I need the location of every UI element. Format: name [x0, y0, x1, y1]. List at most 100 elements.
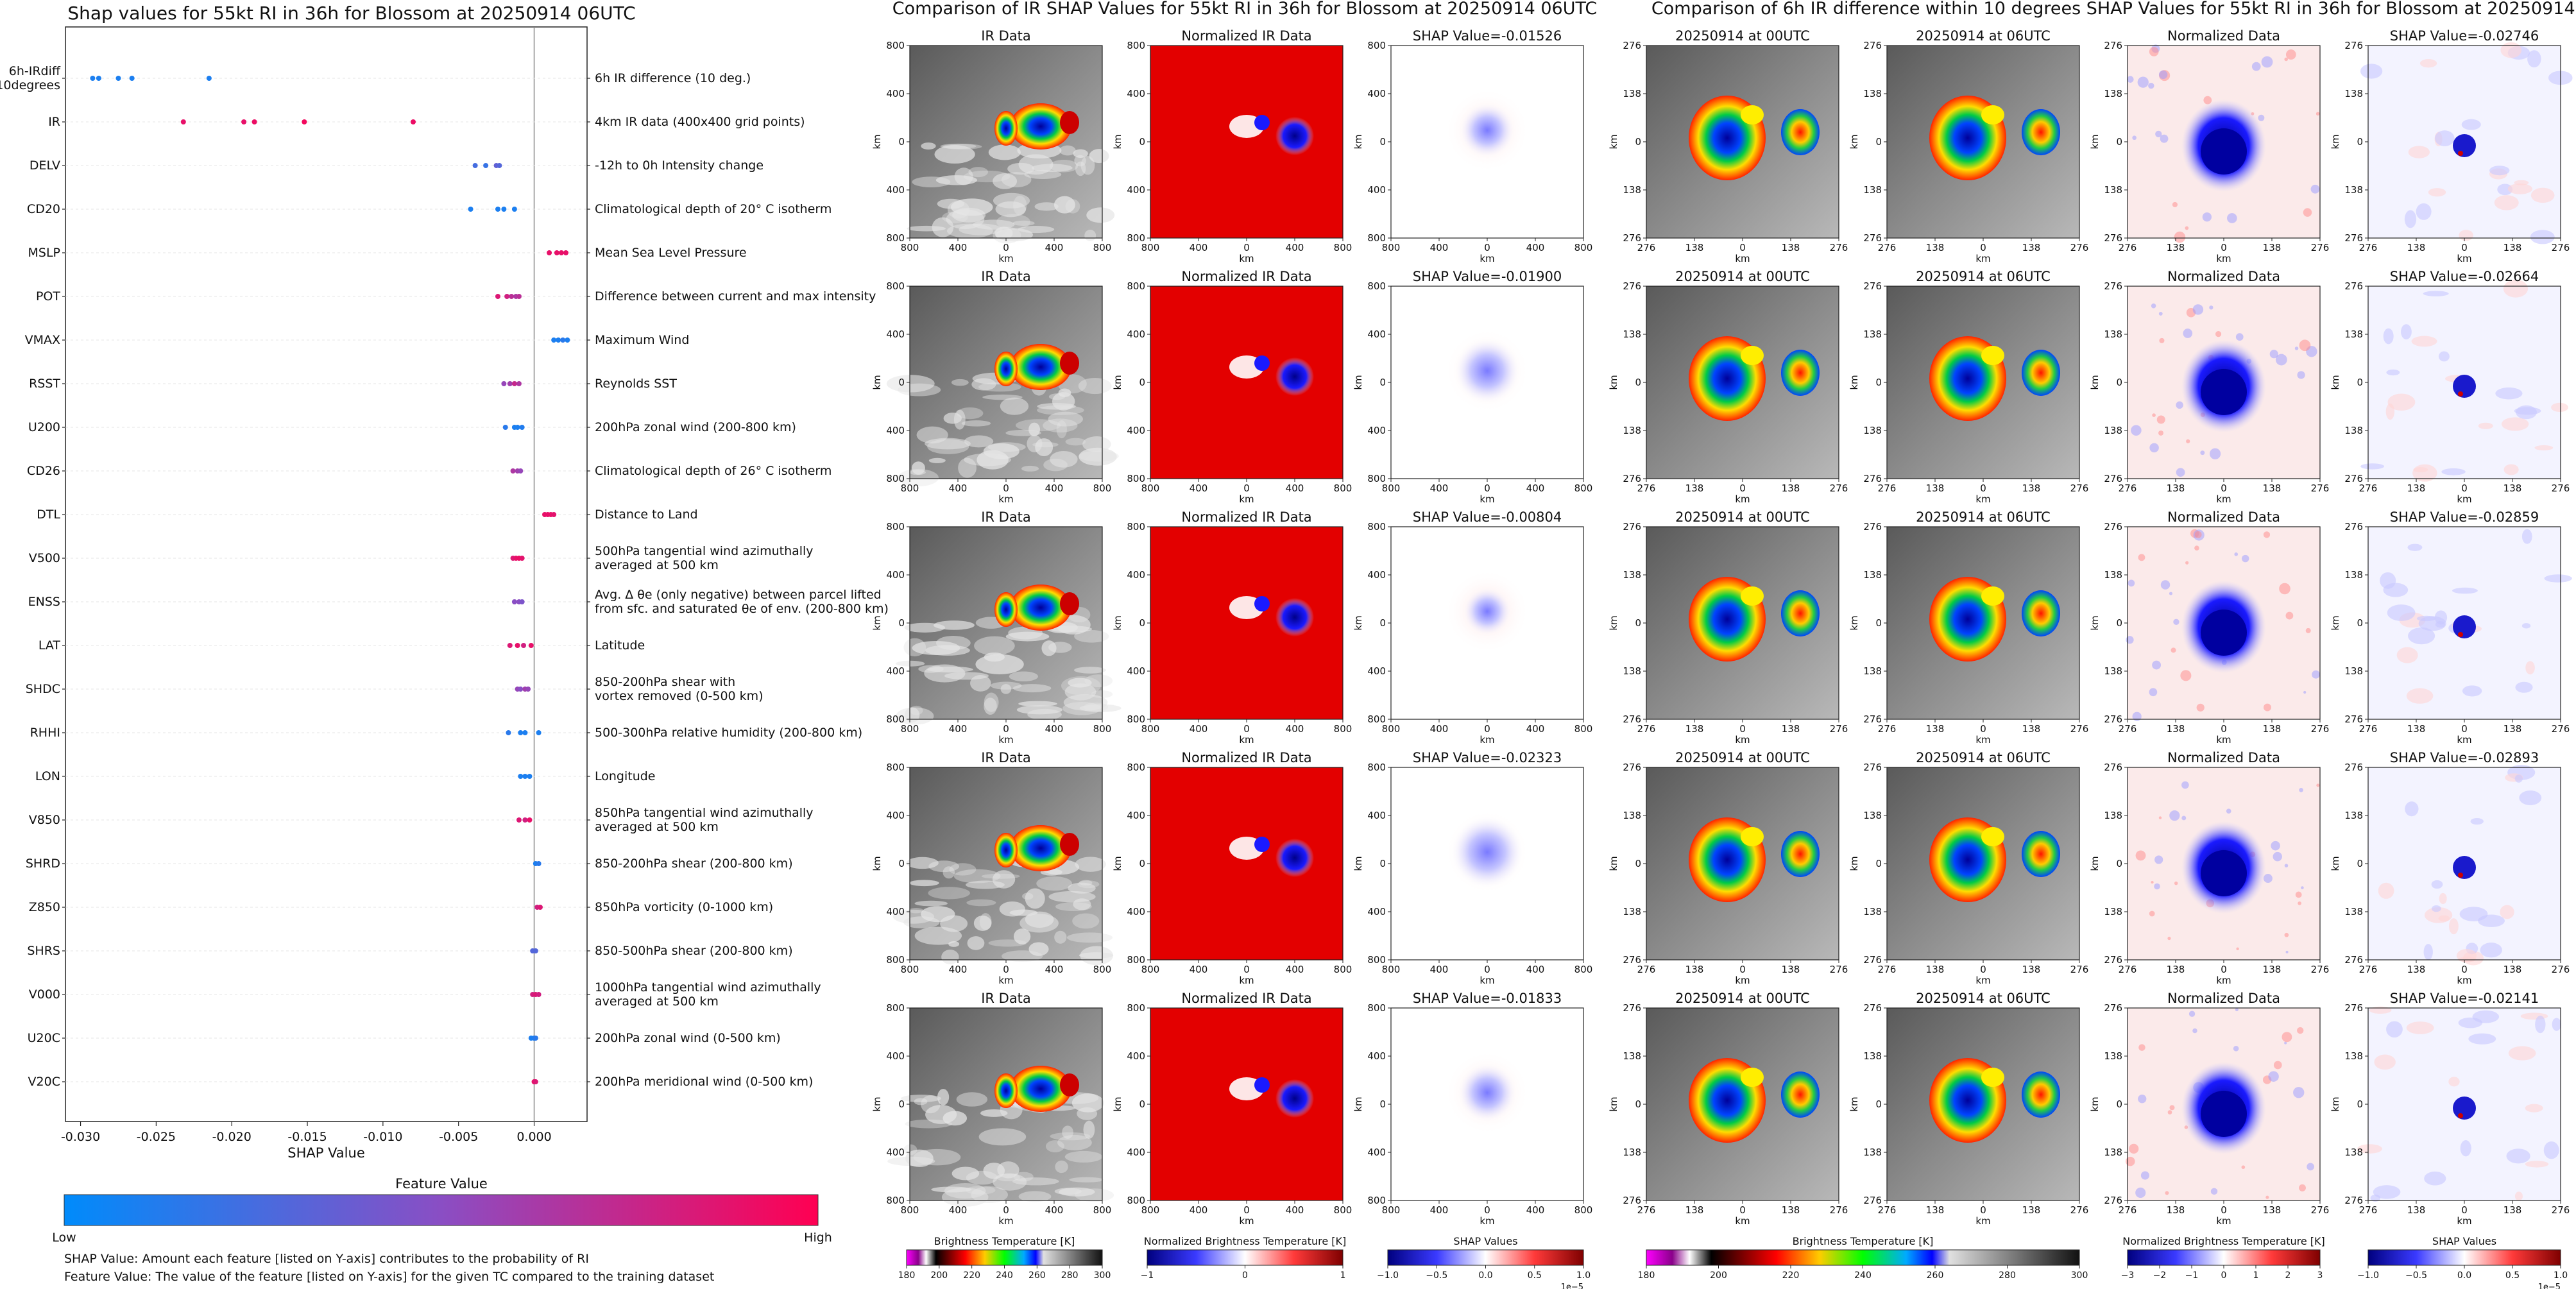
diff-shap-texture [2416, 615, 2436, 622]
panel-x-tick-label: 138 [2263, 242, 2282, 253]
panel-x-tick-label: 0 [2461, 482, 2468, 494]
diff-core [2201, 128, 2247, 175]
cloud-texture [961, 420, 991, 427]
panel-y-tick-label: 400 [1367, 1147, 1386, 1158]
panel-y-tick-label: 276 [2344, 280, 2363, 292]
diff-shap-texture [2431, 905, 2441, 912]
feature-code-label: RSST [29, 377, 60, 391]
panel-x-tick-label: 0 [1003, 964, 1009, 975]
cloud-texture [1056, 420, 1067, 439]
cloud-texture [901, 1095, 941, 1102]
diff-shap-texture [2506, 1148, 2530, 1164]
panel-title: SHAP Value=-0.02141 [2390, 991, 2539, 1006]
warm-spot [1060, 833, 1079, 856]
diff-noise-speckle [2135, 850, 2146, 861]
panel-x-tick-label: 0 [1980, 482, 1986, 494]
diff-shap-texture [2461, 119, 2481, 130]
feature-desc-label: Distance to Land [595, 508, 698, 522]
diff-noise-speckle [2196, 703, 2205, 712]
panel-y-tick-label: 276 [1623, 713, 1641, 725]
diff-shap-texture [2386, 1021, 2403, 1038]
cloud-texture [1073, 149, 1088, 158]
panel-y-tick-label: 800 [1127, 521, 1145, 533]
panel-x-tick-label: 800 [901, 723, 919, 735]
colorbar-label: Brightness Temperature [K] [934, 1235, 1075, 1247]
diff-noise-speckle [2298, 901, 2301, 905]
panel-x-tick-label: 0 [1243, 482, 1250, 494]
diff-noise-speckle [2192, 1028, 2197, 1034]
panel-x-tick-label: 0 [1003, 482, 1009, 494]
panel-y-tick-label: 0 [2116, 377, 2122, 388]
shap-point [563, 250, 569, 255]
panel-x-axis-label: km [2457, 253, 2471, 264]
shap-chart-title: Shap values for 55kt RI in 36h for Bloss… [67, 3, 635, 24]
panel-x-tick-label: 800 [1382, 964, 1401, 975]
panel-x-tick-label: 138 [2022, 242, 2041, 253]
diff-shap-texture [2470, 817, 2484, 825]
diff-shap-texture [2534, 445, 2554, 450]
diff-shap-red-spot [2458, 391, 2463, 397]
diff-shap-texture [2535, 1015, 2546, 1034]
bt-warm-cell [1741, 827, 1764, 846]
shap-point [515, 425, 520, 430]
diff-noise-speckle [2295, 891, 2302, 898]
diff-noise-speckle [2194, 531, 2202, 538]
panel-x-tick-label: 276 [2552, 723, 2570, 735]
panel-y-tick-label: 276 [1863, 1195, 1882, 1206]
cloud-texture [928, 860, 960, 873]
panel-x-tick-label: 276 [2552, 482, 2570, 494]
bt-secondary-cell [1781, 350, 1820, 396]
panel-y-axis-label: km [871, 134, 883, 149]
panel-y-axis-label: km [1352, 1097, 1364, 1111]
diff-noise-speckle [2299, 339, 2311, 352]
cloud-texture [1036, 876, 1072, 891]
panel-x-tick-label: 0 [1980, 723, 1986, 735]
panel-y-tick-label: 400 [886, 810, 905, 821]
cloud-texture [928, 457, 946, 463]
panel-y-tick-label: 276 [1623, 40, 1641, 51]
shap-point [554, 250, 559, 255]
panel-title: 20250914 at 00UTC [1675, 750, 1810, 765]
panel-x-tick-label: 0 [1243, 242, 1250, 253]
cloud-texture [943, 866, 955, 879]
diff-noise-speckle [2180, 670, 2192, 681]
colorbar-tick-label: −1 [2185, 1270, 2199, 1281]
diff-noise-speckle [2158, 312, 2163, 316]
colorbar-tick-label: 220 [1782, 1270, 1800, 1281]
diff-noise-speckle [2176, 401, 2183, 409]
panel-x-tick-label: 0 [1739, 482, 1746, 494]
bt-secondary-cell [2022, 590, 2060, 636]
cloud-texture [997, 1161, 1019, 1179]
panel-y-tick-label: 138 [1863, 329, 1882, 340]
diff-shap-texture [2448, 1077, 2460, 1087]
cloud-texture [1075, 857, 1106, 872]
diff-noise-speckle [2132, 712, 2142, 721]
panel-y-tick-label: 138 [2104, 184, 2122, 196]
warm-spot [1060, 1073, 1079, 1097]
panel-y-tick-label: 800 [1367, 1002, 1386, 1014]
panel-x-tick-label: 400 [1190, 242, 1208, 253]
panel-y-tick-label: 400 [1367, 329, 1386, 340]
panel-x-tick-label: 276 [1830, 723, 1848, 735]
diff-noise-speckle [2156, 415, 2165, 424]
panel-y-tick-label: 400 [1127, 425, 1145, 436]
panel-title: Normalized Data [2167, 509, 2280, 525]
cloud-texture [1043, 418, 1078, 433]
panel-x-axis-label: km [1239, 734, 1254, 746]
storm-core [1010, 1066, 1071, 1112]
shap-point [558, 250, 564, 255]
shap-point [560, 337, 566, 343]
feature-desc-label: 850-200hPa shear with [595, 675, 735, 689]
warm-spot [1060, 352, 1079, 375]
panel-title: SHAP Value=-0.02664 [2390, 269, 2539, 284]
panel-y-tick-label: 400 [886, 1147, 905, 1158]
panel-y-tick-label: 276 [1623, 1002, 1641, 1014]
panel-y-axis-label: km [1352, 615, 1364, 630]
panel-x-tick-label: 0 [1739, 1204, 1746, 1216]
panel-y-tick-label: 0 [1139, 136, 1145, 148]
cloud-texture [896, 707, 934, 725]
cloud-texture [968, 167, 989, 178]
panel-x-axis-label: km [2216, 734, 2231, 746]
panel-x-tick-label: 400 [949, 242, 968, 253]
diff-shap-texture [2462, 685, 2482, 697]
